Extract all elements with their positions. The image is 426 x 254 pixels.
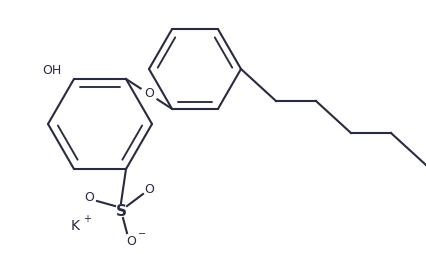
Text: +: +: [83, 214, 91, 224]
Text: O: O: [126, 234, 136, 248]
Text: K: K: [70, 219, 80, 233]
Text: −: −: [138, 229, 146, 239]
Text: O: O: [144, 183, 154, 196]
Text: O: O: [84, 190, 94, 203]
Text: O: O: [144, 87, 154, 100]
Text: OH: OH: [42, 65, 62, 77]
Text: S: S: [115, 203, 127, 218]
